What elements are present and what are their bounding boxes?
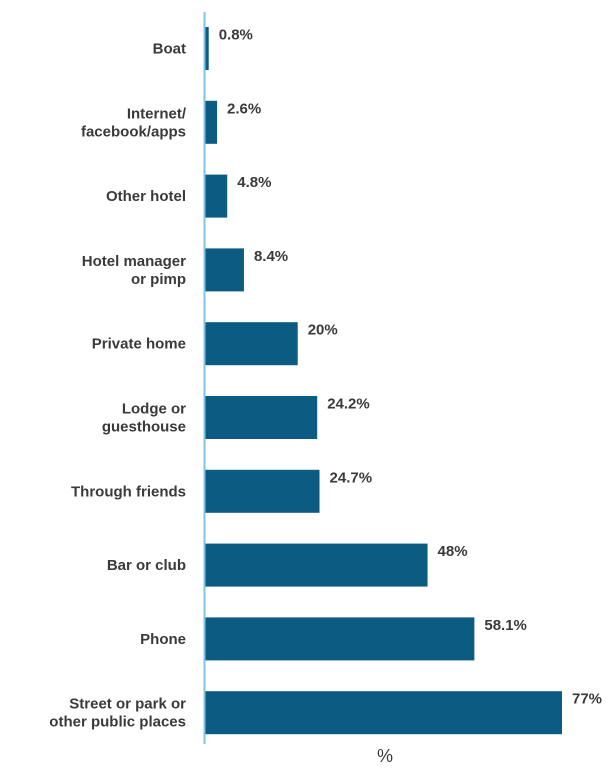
category-label: Private home <box>92 336 186 353</box>
category-label: Phone <box>140 631 186 648</box>
category-label: Lodge or guesthouse <box>102 401 186 436</box>
bar <box>205 543 428 587</box>
category-label: Bar or club <box>107 557 186 574</box>
category-label: Boat <box>153 41 186 58</box>
value-label: 8.4% <box>254 248 288 265</box>
value-label: 24.7% <box>330 469 373 486</box>
bar <box>205 322 298 366</box>
value-label: 77% <box>572 691 602 708</box>
bar <box>205 396 318 439</box>
value-label: 48% <box>438 543 468 560</box>
bar <box>205 617 475 661</box>
category-label: Hotel manager or pimp <box>82 253 186 288</box>
value-label: 2.6% <box>227 100 261 117</box>
value-label: 20% <box>308 322 338 339</box>
value-label: 0.8% <box>219 27 253 44</box>
value-label: 24.2% <box>327 396 370 413</box>
value-labels-group: 0.8% 2.6% 4.8% 8.4% 20% 24.2% 24.7% 48% 58.1% 77% <box>219 27 602 708</box>
value-label: 58.1% <box>484 617 527 634</box>
bar <box>205 174 228 218</box>
bar <box>205 469 320 513</box>
bars-group <box>205 27 562 735</box>
bar <box>205 27 209 70</box>
category-labels-group: Boat Internet/facebook/apps Other hotel Hot… <box>49 41 187 731</box>
bar <box>205 691 562 735</box>
category-label: Internet/facebook/apps <box>81 105 187 140</box>
category-label: Other hotel <box>106 188 186 205</box>
category-label: Through friends <box>71 483 186 500</box>
bar <box>205 248 244 292</box>
x-axis-title: % <box>377 746 393 766</box>
value-label: 4.8% <box>237 174 271 191</box>
category-label: Street or park or other public places <box>49 696 186 731</box>
bar <box>205 100 218 144</box>
